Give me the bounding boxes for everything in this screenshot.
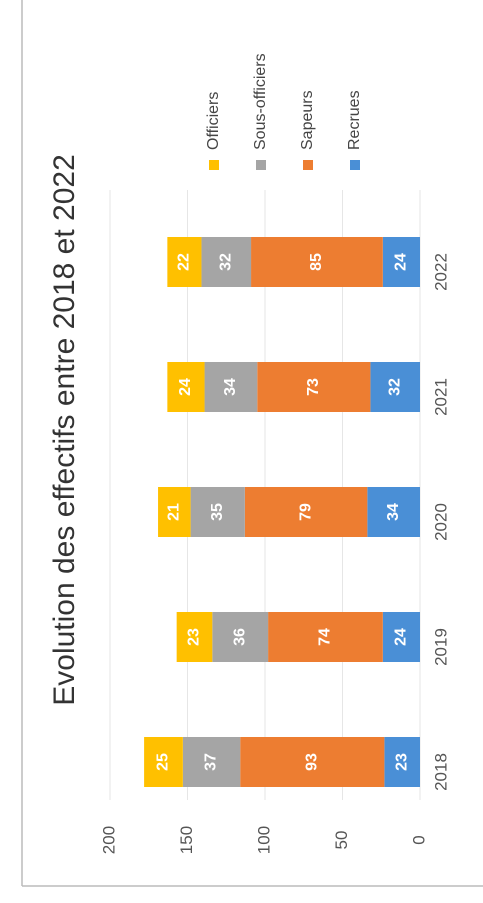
- data-label: 85: [308, 253, 325, 271]
- bar-segment: [382, 612, 420, 662]
- y-tick-label: 100: [254, 826, 273, 854]
- data-label: 34: [222, 378, 239, 396]
- legend-marker: [256, 160, 266, 170]
- data-label: 32: [386, 378, 403, 396]
- legend-marker: [209, 160, 219, 170]
- bar-segment: [370, 362, 420, 412]
- x-tick-label: 2022: [431, 253, 450, 291]
- data-label: 37: [203, 753, 220, 771]
- data-label: 36: [231, 628, 248, 646]
- chart-title: Evolution des effectifs entre 2018 et 20…: [48, 154, 81, 706]
- bar-segment: [176, 612, 213, 662]
- data-label: 21: [166, 503, 183, 521]
- data-label: 24: [177, 378, 194, 396]
- bar-segment: [382, 237, 420, 287]
- bar-segment: [367, 487, 420, 537]
- x-tick-label: 2018: [431, 753, 450, 791]
- bar-segment: [201, 237, 252, 287]
- y-tick-label: 150: [177, 826, 196, 854]
- y-tick-label: 50: [332, 831, 351, 850]
- legend-label: Recrues: [346, 90, 363, 150]
- legend-marker: [303, 160, 313, 170]
- legend-label: Sapeurs: [299, 90, 316, 150]
- bar-segment: [257, 362, 371, 412]
- bar-segment: [204, 362, 258, 412]
- bar-segment: [190, 487, 245, 537]
- y-tick-label: 0: [409, 835, 428, 844]
- x-tick-label: 2021: [431, 378, 450, 416]
- legend-label: Officiers: [205, 92, 222, 150]
- data-label: 73: [305, 378, 322, 396]
- data-label: 22: [176, 253, 193, 271]
- data-label: 24: [393, 253, 410, 271]
- y-tick-label: 200: [99, 826, 118, 854]
- data-label: 32: [217, 253, 234, 271]
- data-label: 74: [317, 628, 334, 646]
- data-label: 79: [297, 503, 314, 521]
- bar-segment: [167, 237, 202, 287]
- data-label: 35: [209, 503, 226, 521]
- bar-segment: [167, 362, 205, 412]
- legend-label: Sous-officiers: [252, 53, 269, 150]
- bar-segment: [384, 737, 420, 787]
- x-tick-label: 2020: [431, 503, 450, 541]
- bar-segment: [268, 612, 383, 662]
- data-label: 24: [393, 628, 410, 646]
- data-label: 23: [393, 753, 410, 771]
- bar-segment: [212, 612, 269, 662]
- data-label: 23: [186, 628, 203, 646]
- bar-segment: [240, 737, 385, 787]
- bar-segment: [244, 487, 368, 537]
- bar-segment: [251, 237, 383, 287]
- bar-segment: [144, 737, 183, 787]
- x-tick-label: 2019: [431, 628, 450, 666]
- legend-marker: [350, 160, 360, 170]
- bar-segment: [182, 737, 241, 787]
- data-label: 25: [155, 753, 172, 771]
- data-label: 93: [303, 753, 320, 771]
- data-label: 34: [385, 503, 402, 521]
- bar-segment: [158, 487, 191, 537]
